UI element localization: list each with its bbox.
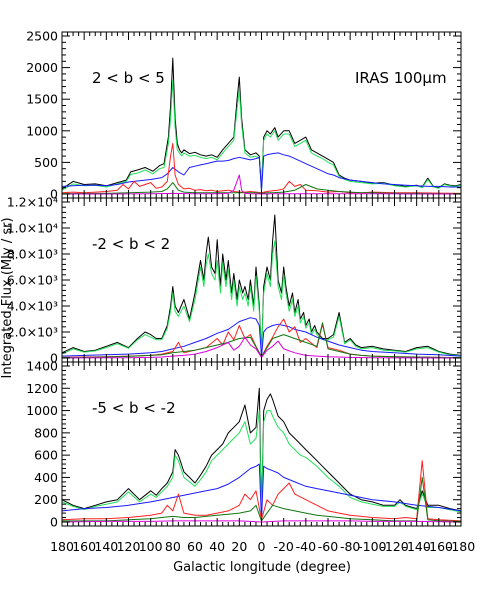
x-tick-label: -80 (340, 539, 360, 554)
series-line-6 (62, 174, 461, 195)
x-tick-label: 60 (187, 539, 203, 554)
y-tick-label: 400 (34, 470, 58, 485)
y-tick-label: 1500 (26, 92, 58, 107)
x-tick-label: -180 (447, 539, 475, 554)
y-tick-label: 0 (50, 515, 58, 530)
y-tick-label: 0 (50, 351, 58, 366)
x-tick-label: -140 (402, 539, 430, 554)
y-tick-label: 2500 (26, 29, 58, 44)
series-line-4 (62, 460, 461, 522)
x-tick-label: 40 (209, 539, 225, 554)
series-line-5 (62, 322, 461, 359)
series-line-3 (62, 463, 461, 521)
x-tick-label: -20 (273, 539, 293, 554)
x-tick-label: 0 (258, 539, 266, 554)
x-tick-label: 80 (165, 539, 181, 554)
panel-frame (61, 31, 462, 199)
y-tick-label: 800 (34, 425, 58, 440)
x-tick-label: -60 (318, 539, 338, 554)
series-line-2 (62, 240, 461, 357)
y-tick-label: 200 (34, 492, 58, 507)
panel-label: -5 < b < -2 (92, 399, 176, 417)
x-tick-label: 140 (94, 539, 118, 554)
panel-3: 0 200 400 600 800 1000 1200 1400 -5 < b < -2 (26, 359, 462, 530)
series-line-4 (62, 142, 461, 194)
y-tick-label: 500 (34, 155, 58, 170)
panel-1: 0 500 1000 1500 2000 2500 2 < b < 5 IRAS 100µm (26, 29, 462, 202)
panel-frame (61, 197, 462, 363)
series-line-5 (62, 182, 461, 195)
x-tick-label: 20 (231, 539, 247, 554)
y-tick-label: 600 (34, 448, 58, 463)
y-tick-label: 8.0×10³ (7, 247, 58, 262)
x-tick-label: 180 (50, 539, 74, 554)
series-line-3 (62, 317, 461, 358)
series-line-3 (62, 152, 461, 192)
y-tick-label: 0 (50, 187, 58, 202)
y-tick-label: 6.0×10³ (7, 273, 58, 288)
x-tick-label: -120 (380, 539, 408, 554)
y-tick-label: 2000 (26, 60, 58, 75)
series-group (62, 57, 461, 195)
y-tick-label: 1.2×10⁴ (7, 195, 58, 210)
y-tick-label: 1000 (26, 403, 58, 418)
series-line-6 (62, 336, 461, 359)
x-tick-label: -160 (425, 539, 453, 554)
y-tick-label: 1000 (26, 123, 58, 138)
x-tick-label: -40 (296, 539, 316, 554)
x-tick-label: 120 (117, 539, 141, 554)
y-tick-label: 2.0×10³ (7, 325, 58, 340)
panel-2: 0 2.0×10³ 4.0×10³ 6.0×10³ 8.0×10³ 1.0×10⁴ 1.2×… (7, 195, 462, 366)
y-tick-label: 1.0×10⁴ (7, 221, 58, 236)
series-line-5 (62, 476, 461, 522)
y-tick-label: 1200 (26, 381, 58, 396)
series-line-2 (62, 79, 461, 191)
y-tick-label: 1400 (26, 359, 58, 374)
panel-annotation: IRAS 100µm (355, 69, 447, 87)
panel-label: 2 < b < 5 (92, 69, 165, 87)
series-line-2 (62, 410, 461, 520)
x-tick-label: 160 (72, 539, 96, 554)
x-tick-label: -100 (358, 539, 386, 554)
panel-label: -2 < b < 2 (92, 235, 170, 253)
y-axis-title: Integrated Flux (MJy / sr) (0, 217, 15, 378)
x-tick-label: 100 (139, 539, 163, 554)
y-tick-label: 4.0×10³ (7, 299, 58, 314)
x-axis-title: Galactic longitude (degree) (173, 560, 351, 575)
